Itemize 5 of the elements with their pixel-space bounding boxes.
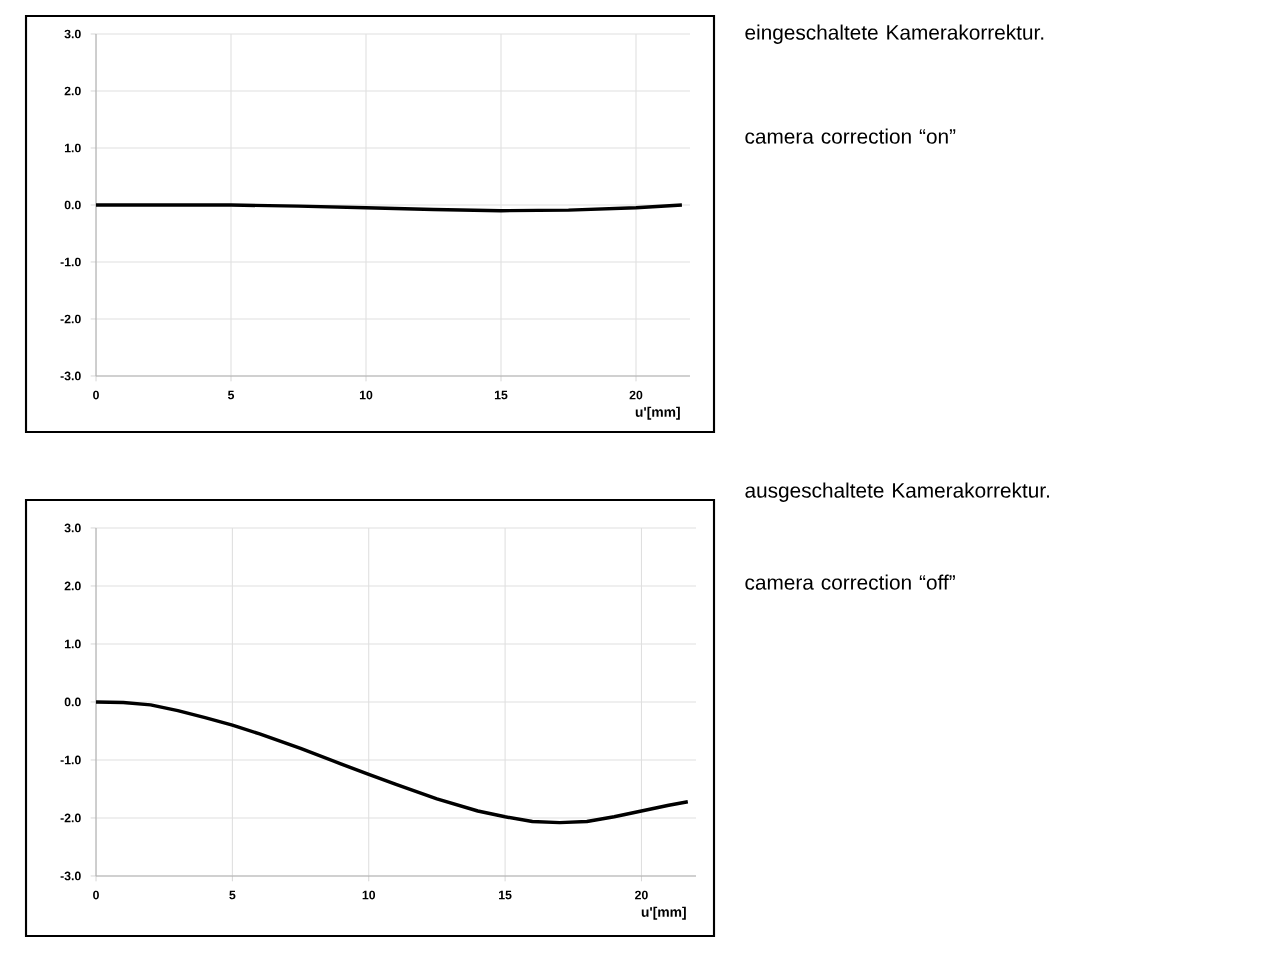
line-series xyxy=(94,700,690,825)
text: camera correction “on” xyxy=(745,128,956,144)
text: ausgeschaltete Kamerakorrektur. xyxy=(745,482,1049,502)
text: eingeschaltete Kamerakorrektur. xyxy=(745,24,1044,44)
text: camera correction “off” xyxy=(745,574,955,590)
